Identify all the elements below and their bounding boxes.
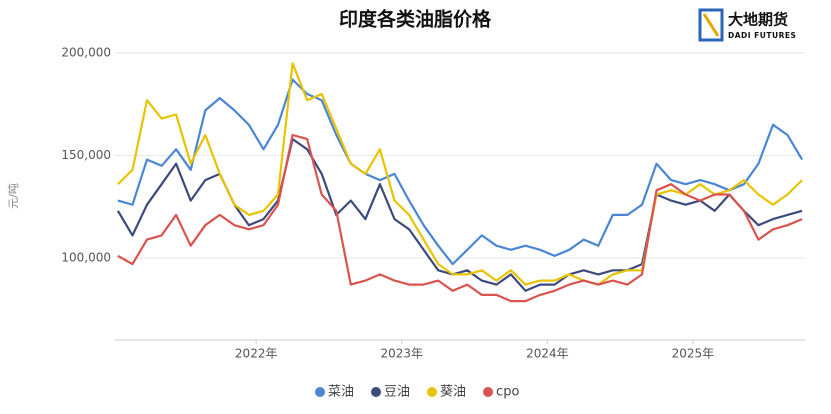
chart-title: 印度各类油脂价格 (339, 8, 492, 31)
y-axis-label: 元/吨 (7, 183, 20, 209)
logo-name: 大地期货 (728, 11, 788, 29)
logo: 大地期货 DADI FUTURES (698, 8, 796, 42)
legend-label: 葵油 (440, 385, 466, 400)
logo-icon (698, 8, 724, 42)
legend-label: 豆油 (384, 385, 410, 400)
series-line (117, 133, 803, 303)
logo-sub: DADI FUTURES (728, 31, 796, 40)
x-tick-label: 2025年 (672, 347, 715, 361)
legend-marker (315, 387, 325, 397)
legend-marker (371, 387, 382, 397)
y-tick-label: 100,000 (61, 251, 111, 265)
x-tick-label: 2024年 (526, 347, 569, 361)
x-tick-label: 2023年 (380, 347, 423, 361)
legend-label: 菜油 (328, 385, 354, 400)
series-line (117, 62, 803, 286)
legend-marker (483, 387, 494, 397)
logo-icon-stroke (702, 13, 720, 37)
y-tick-label: 200,000 (61, 46, 111, 60)
x-tick-label: 2022年 (235, 347, 278, 361)
legend-marker (427, 387, 438, 397)
legend-label: cpo (496, 385, 519, 400)
series-line (117, 78, 804, 266)
y-tick-label: 150,000 (61, 148, 111, 162)
